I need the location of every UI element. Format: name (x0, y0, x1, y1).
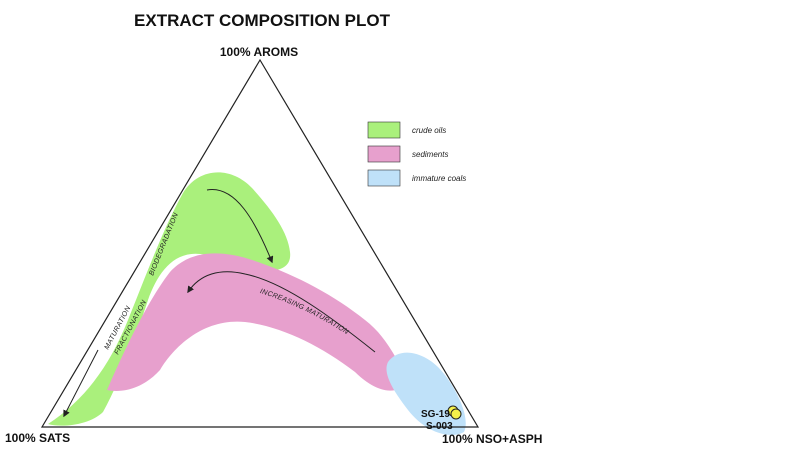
sample-label-sg-19: SG-19 (421, 409, 450, 420)
vertex-label-sats: 100% SATS (5, 431, 70, 445)
sediments-region (107, 253, 408, 391)
legend-swatch-immature-coals (367, 169, 401, 187)
crude-oils-region (48, 172, 291, 426)
maturation-fractionation-arrow (63, 349, 99, 418)
immature-coals-region (386, 352, 466, 436)
plot-title: EXTRACT COMPOSITION PLOT (134, 11, 391, 30)
legend-swatch-crude-oils (367, 121, 401, 139)
legend-swatch-sediments (367, 145, 401, 163)
vertex-label-nso-asph: 100% NSO+ASPH (442, 432, 542, 446)
legend-label-sediments: sediments (412, 150, 448, 159)
increasing-maturation-arrow (187, 271, 376, 353)
sample-label-s-003: S-003 (426, 421, 453, 432)
samples: SG-19 S-003 (421, 405, 462, 432)
ternary-triangle (40, 58, 480, 428)
biodegradation-arrow (206, 189, 274, 264)
legend: crude oils sediments immature coals (367, 121, 466, 187)
legend-label-crude-oils: crude oils (412, 126, 446, 135)
legend-label-immature-coals: immature coals (412, 174, 466, 183)
vertex-label-aroms: 100% AROMS (220, 45, 298, 59)
sample-point-s-003[interactable] (450, 408, 462, 420)
